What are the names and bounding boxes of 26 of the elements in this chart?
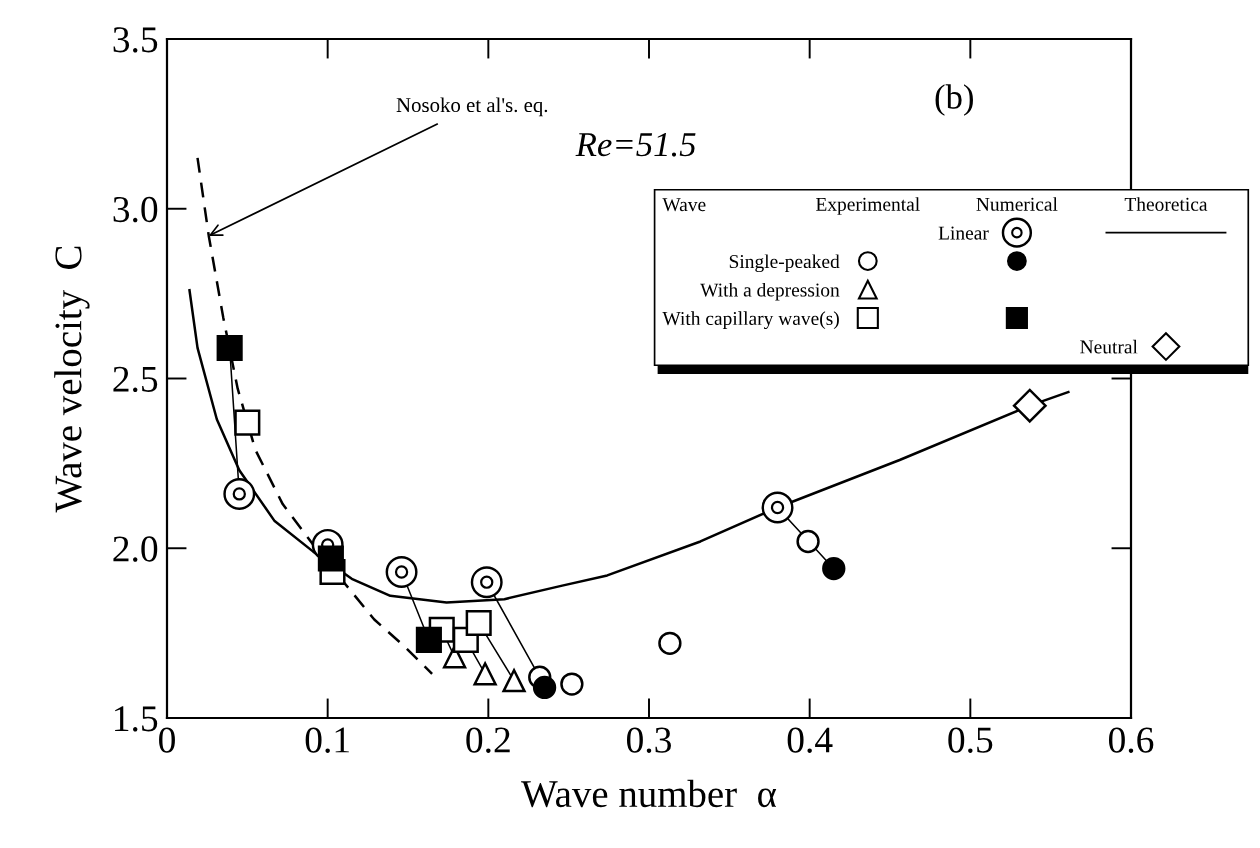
x-axis-title: Wave number α	[521, 779, 777, 808]
legend-title: Wave	[662, 198, 706, 212]
x-tick-label: 0.5	[948, 727, 993, 753]
annotation: (b)	[935, 84, 973, 116]
y-axis-title: Wave velocity C	[54, 246, 90, 513]
annotation: Experimental	[816, 197, 920, 215]
annotation: Re=51.5	[575, 133, 696, 157]
y-tick-label: 3.0	[113, 196, 158, 223]
legend-label: With capillary wave(s)	[662, 311, 839, 330]
x-tick-label: 0	[159, 727, 175, 753]
y-tick-label: 2.0	[113, 536, 158, 562]
x-tick-label: 0.2	[466, 727, 510, 753]
legend-label: Neutral	[1080, 339, 1138, 354]
annotation: Nosoko et al's. eq.	[396, 97, 548, 117]
legend-label: Linear	[938, 226, 989, 240]
y-tick-label: 2.5	[113, 366, 158, 393]
y-tick-label: 1.5	[115, 706, 158, 732]
legend-label: Single-peaked	[729, 254, 840, 273]
y-tick-label: 3.5	[113, 27, 158, 53]
legend-label: With a depression	[700, 282, 840, 301]
annotation: Theoretica	[1124, 197, 1208, 211]
x-tick-label: 0.4	[787, 727, 833, 753]
annotation: Numerical	[976, 197, 1058, 211]
x-tick-label: 0.3	[626, 727, 671, 753]
x-tick-label: 0.6	[1108, 727, 1154, 753]
x-tick-label: 0.1	[305, 727, 349, 753]
